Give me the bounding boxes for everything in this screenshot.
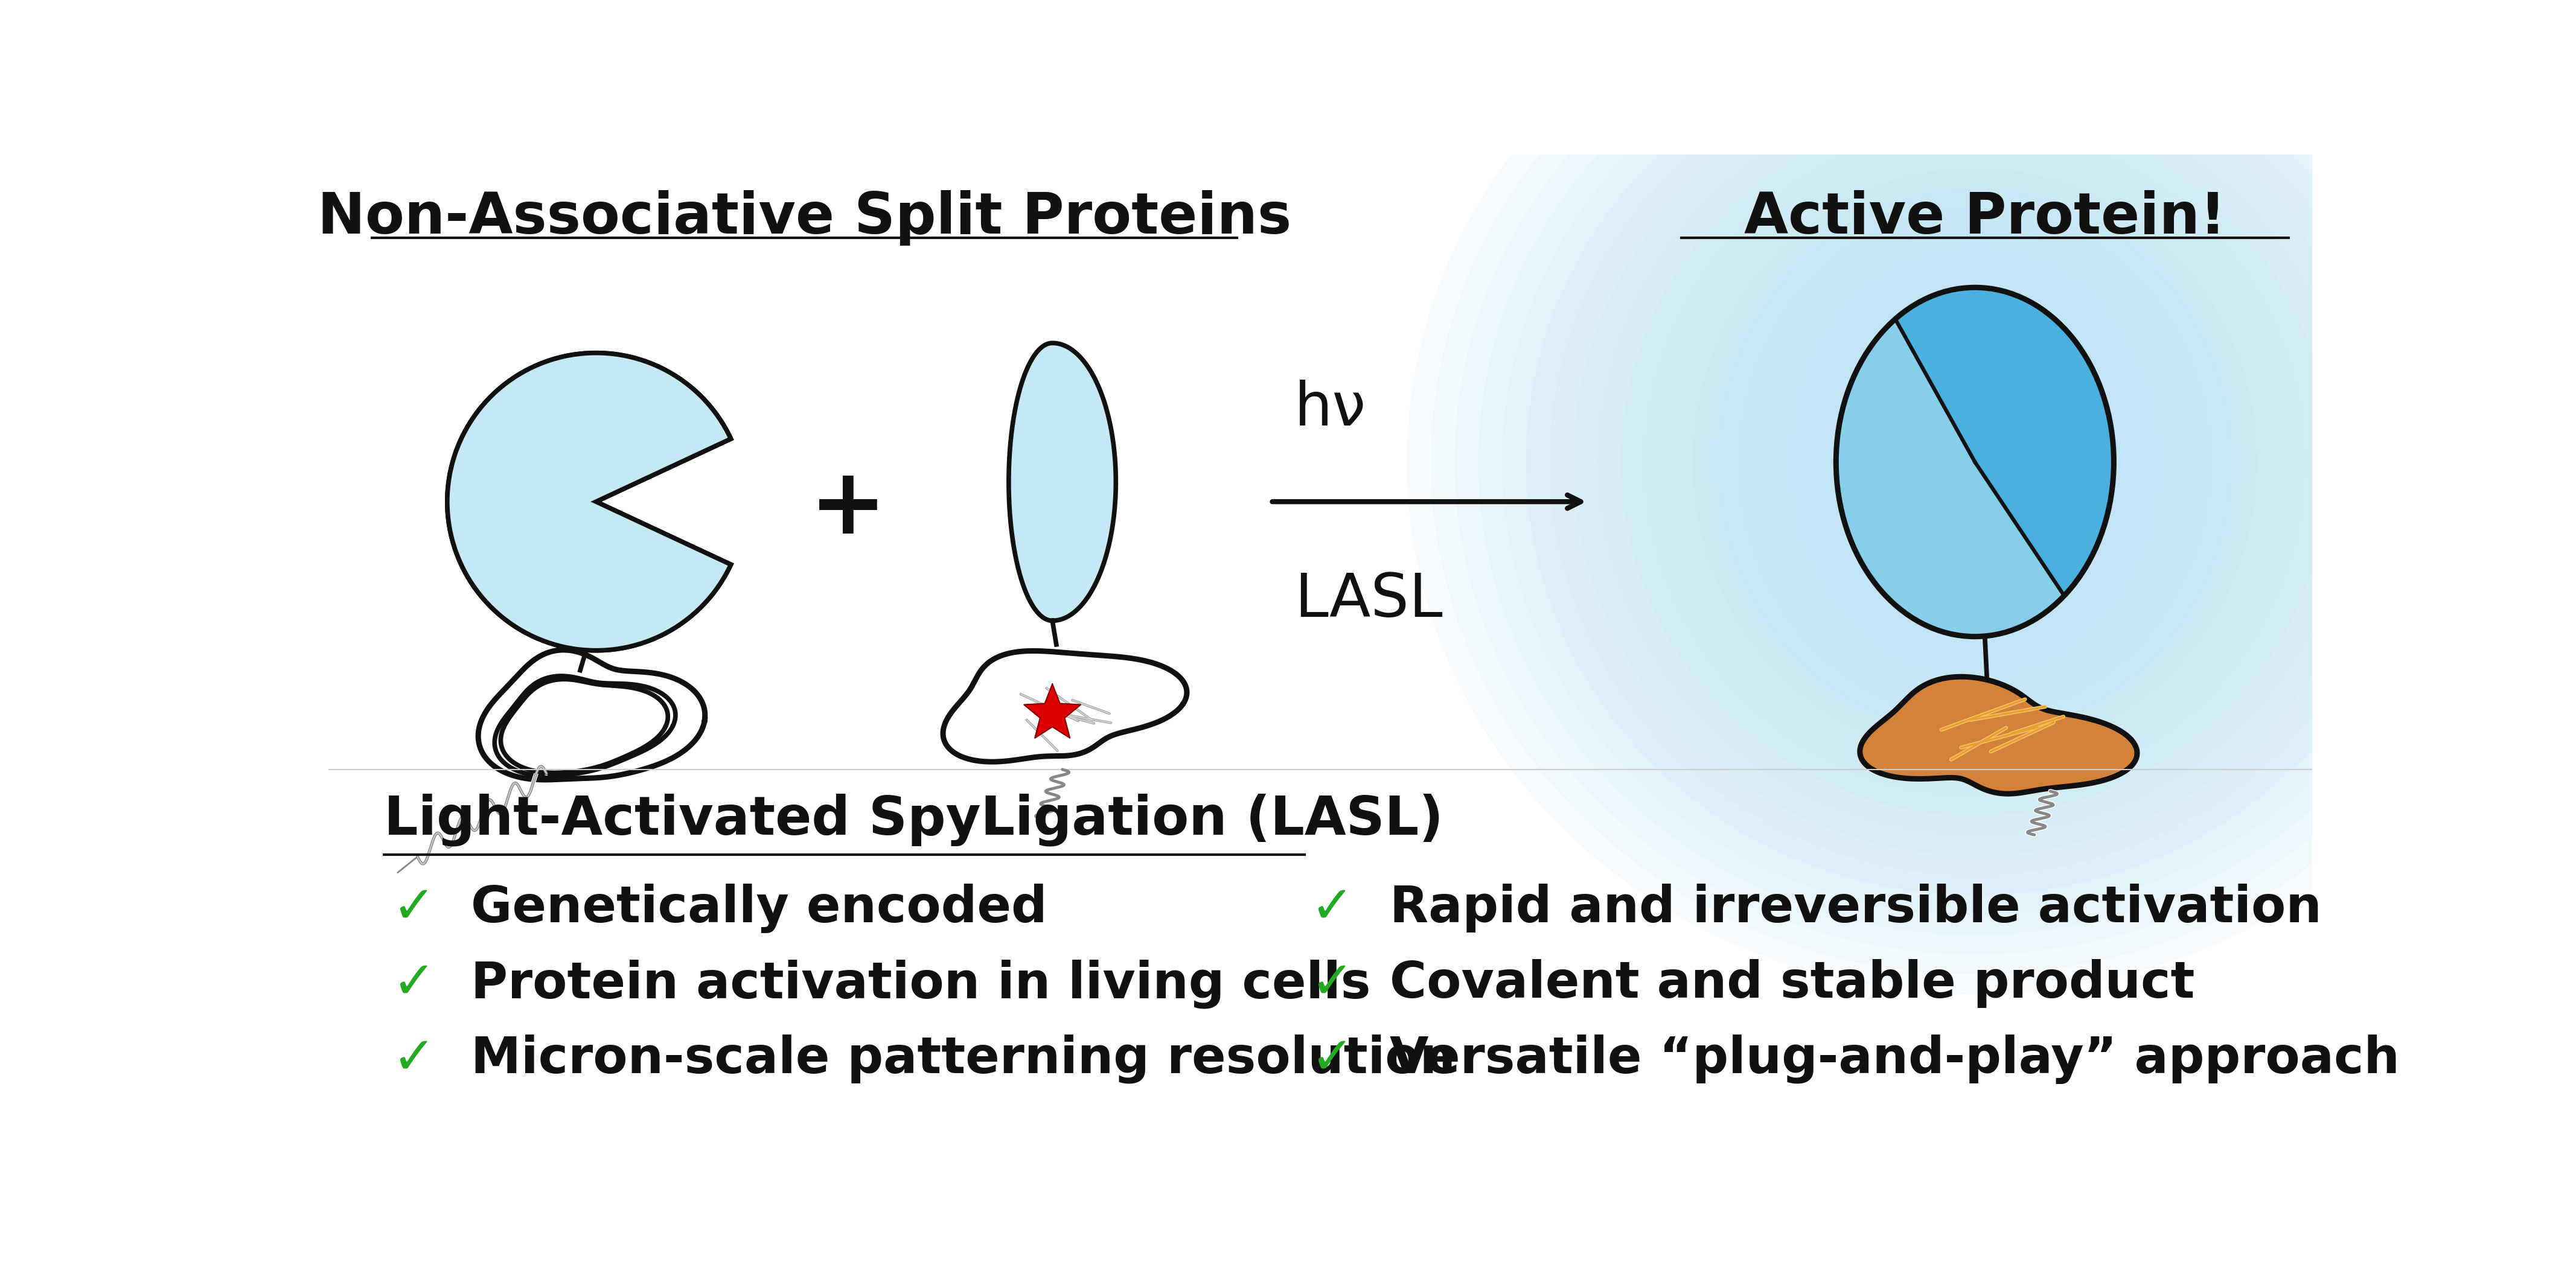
Text: ✓: ✓ [392,1034,435,1084]
Text: Covalent and stable product: Covalent and stable product [1388,960,2195,1009]
Wedge shape [448,353,732,650]
Text: hν: hν [1293,380,1365,438]
Polygon shape [500,679,667,773]
Ellipse shape [1551,49,2398,875]
Polygon shape [1025,684,1082,738]
Text: Genetically encoded: Genetically encoded [471,884,1048,933]
Text: ✓: ✓ [1311,958,1355,1009]
Polygon shape [1010,343,1115,621]
Ellipse shape [1597,89,2352,835]
Text: Protein activation in living cells: Protein activation in living cells [471,960,1370,1009]
Polygon shape [495,676,675,777]
Ellipse shape [1528,30,2424,894]
Ellipse shape [1574,70,2375,855]
Text: Active Protein!: Active Protein! [1744,191,2226,246]
Text: ✓: ✓ [392,884,435,934]
Polygon shape [943,650,1188,761]
Text: ✓: ✓ [1311,1034,1355,1084]
Polygon shape [1837,319,2063,636]
Text: LASL: LASL [1293,571,1443,630]
Text: ✓: ✓ [1311,884,1355,934]
Polygon shape [479,650,706,779]
Text: Rapid and irreversible activation: Rapid and irreversible activation [1388,884,2321,933]
Ellipse shape [1837,287,2115,636]
Text: Versatile “plug-and-play” approach: Versatile “plug-and-play” approach [1388,1034,2401,1083]
Ellipse shape [1623,109,2329,815]
Text: Light-Activated SpyLigation (LASL): Light-Activated SpyLigation (LASL) [384,793,1443,846]
Text: Non-Associative Split Proteins: Non-Associative Split Proteins [317,191,1291,246]
Wedge shape [448,353,732,650]
Ellipse shape [1455,0,2494,954]
Polygon shape [1837,319,2063,636]
Text: ✓: ✓ [392,958,435,1009]
Polygon shape [1860,676,2138,793]
Text: Micron-scale patterning resolution: Micron-scale patterning resolution [471,1034,1455,1083]
Ellipse shape [1479,0,2470,934]
Text: +: + [809,462,886,553]
Ellipse shape [1432,0,2519,974]
Ellipse shape [1502,10,2447,914]
Ellipse shape [1406,0,2543,993]
